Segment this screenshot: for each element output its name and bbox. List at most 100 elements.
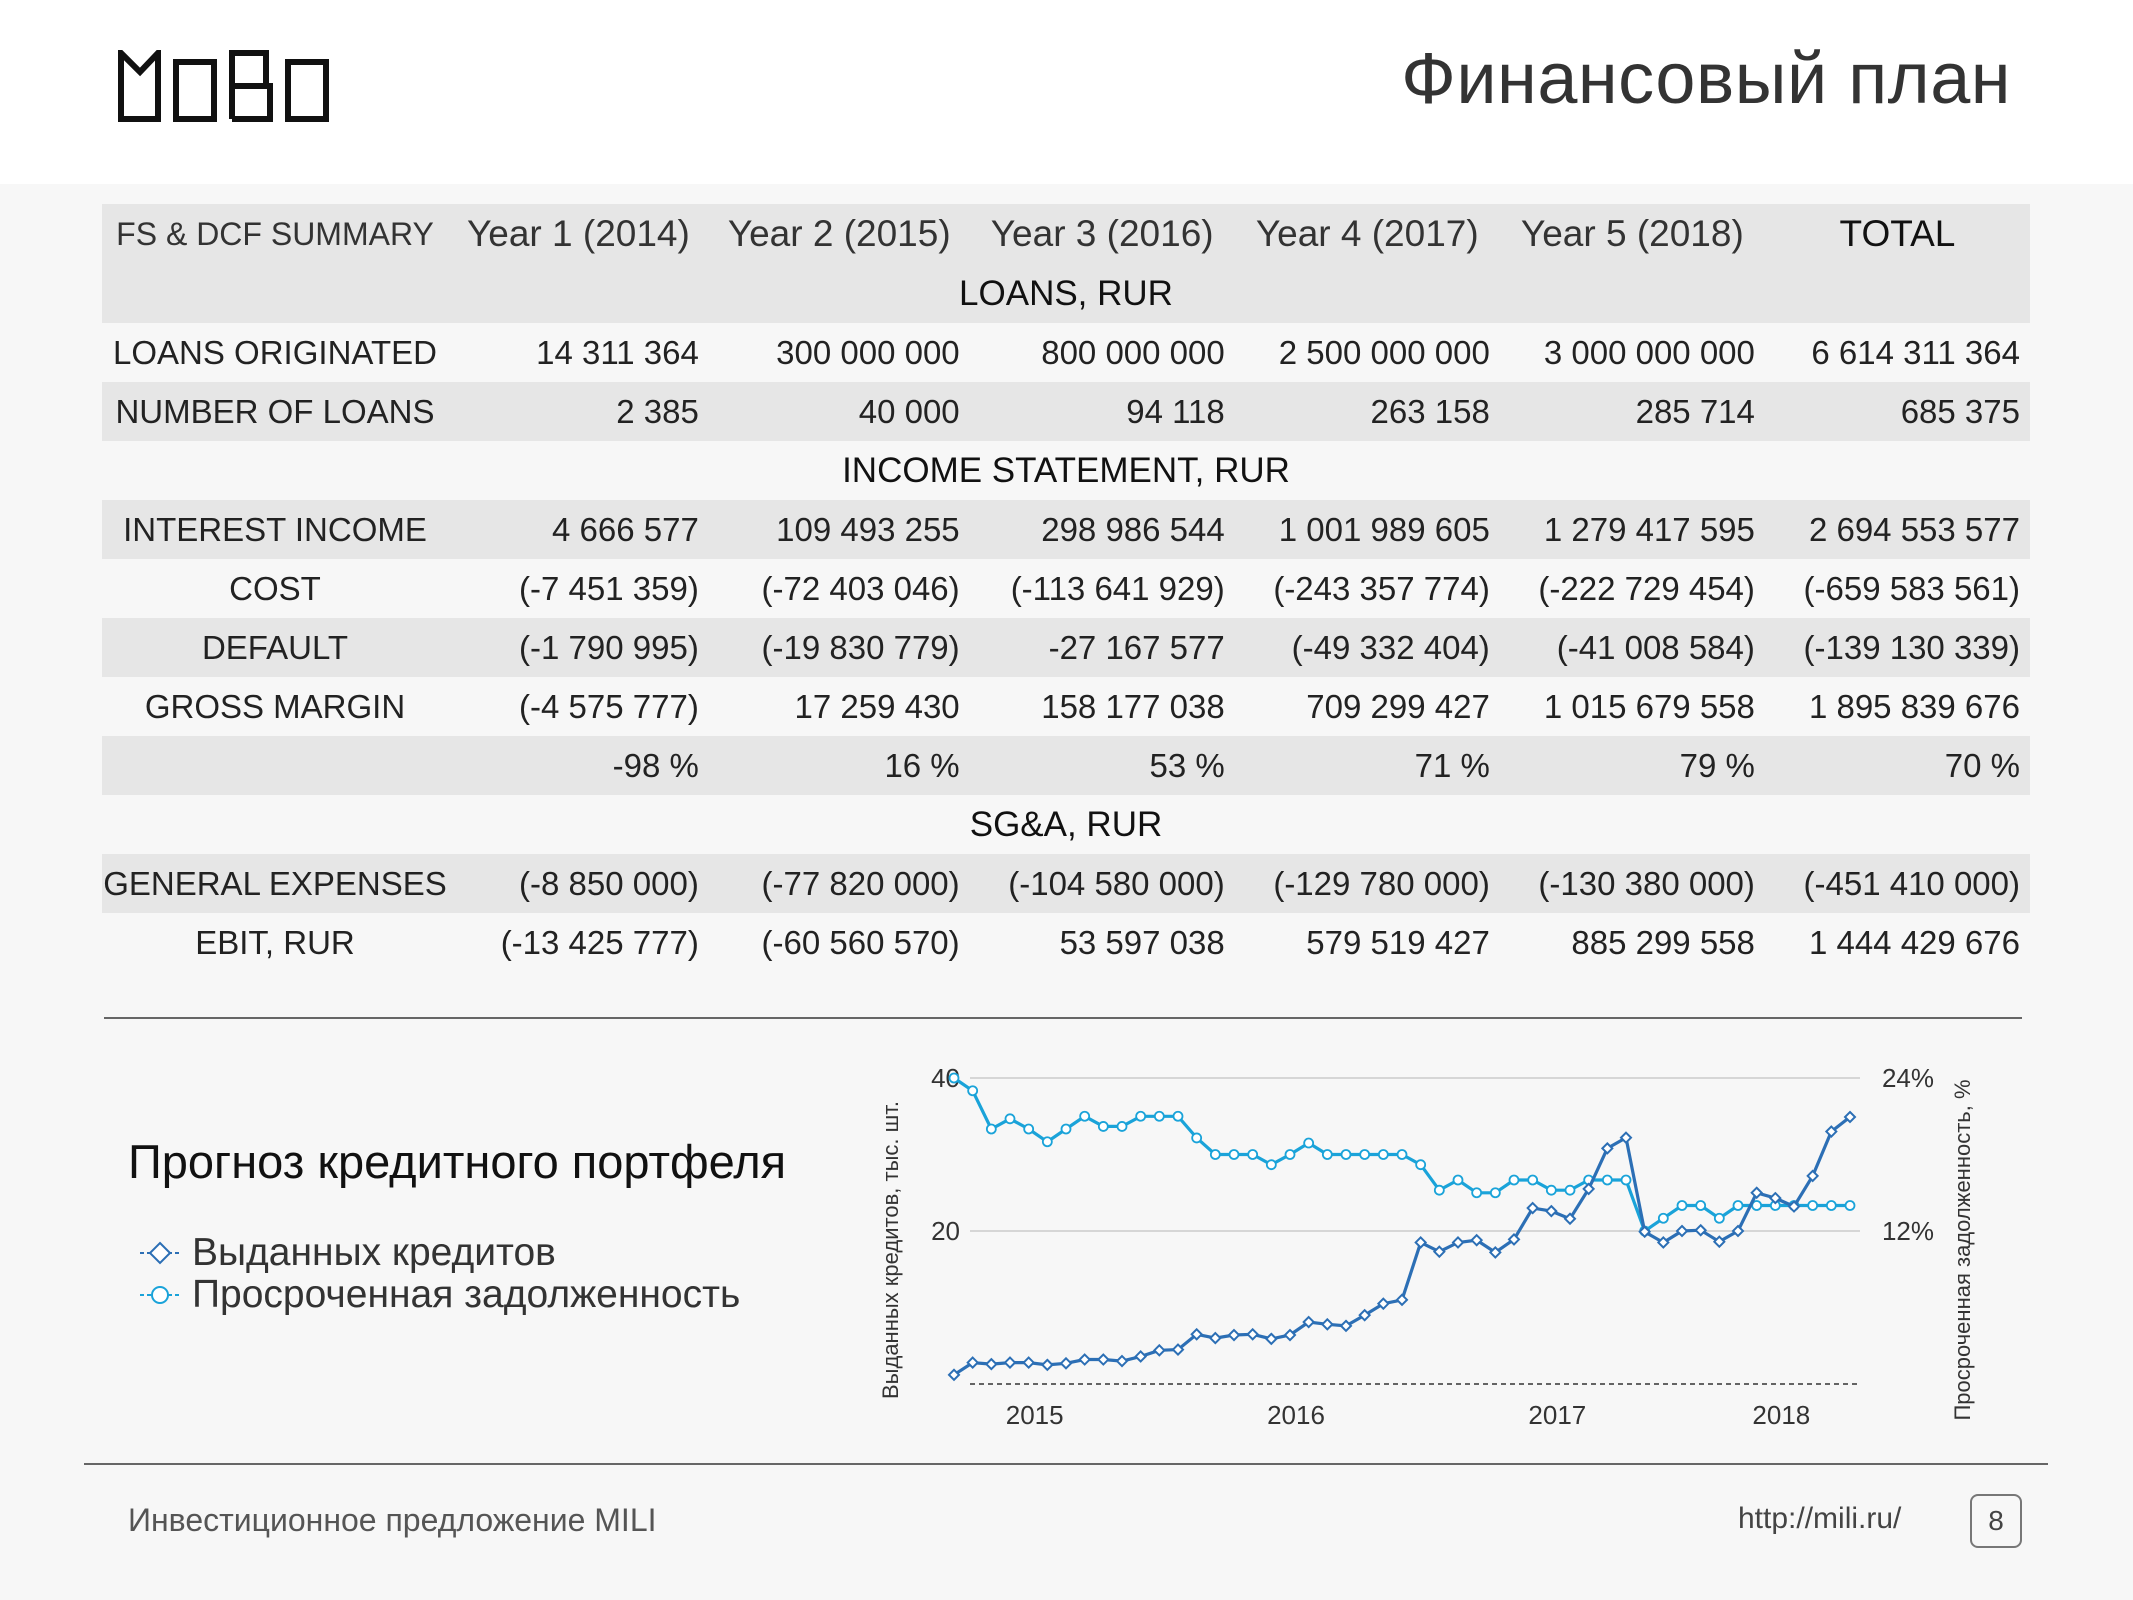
value-cell: -27 167 577 <box>969 618 1235 677</box>
overdue-point <box>1303 1137 1315 1149</box>
value-cell: (-77 820 000) <box>708 854 970 913</box>
issued-loans-point <box>1526 1201 1540 1215</box>
overdue-point <box>948 1072 960 1084</box>
value-cell: (-130 380 000) <box>1499 854 1765 913</box>
overdue-point <box>967 1085 979 1097</box>
table-header-row: FS & DCF SUMMARY Year 1 (2014) Year 2 (2… <box>102 204 2030 264</box>
overdue-point <box>1695 1200 1707 1211</box>
page-title: Финансовый план <box>1401 39 2011 119</box>
overdue-point <box>1340 1149 1352 1160</box>
value-cell: 1 001 989 605 <box>1234 500 1500 559</box>
legend-label: Выданных кредитов <box>192 1231 556 1274</box>
x-tick-label: 2018 <box>1752 1400 1810 1430</box>
circle-marker-icon <box>140 1286 180 1304</box>
issued-loans-point <box>1750 1186 1764 1200</box>
overdue-point <box>1209 1149 1221 1160</box>
value-cell: 709 299 427 <box>1234 677 1500 736</box>
issued-loans-point <box>1302 1315 1316 1329</box>
overdue-point <box>1825 1200 1837 1211</box>
x-tick-label: 2015 <box>1006 1400 1064 1430</box>
value-cell: (-1 790 995) <box>448 618 709 677</box>
overdue-point <box>1060 1123 1072 1135</box>
issued-loans-point <box>1096 1353 1110 1366</box>
value-cell: (-41 008 584) <box>1499 618 1765 677</box>
value-cell: 109 493 255 <box>708 500 970 559</box>
legend-item-overdue: Просроченная задолженность <box>140 1274 760 1316</box>
value-cell: 2 500 000 000 <box>1234 323 1500 382</box>
value-cell: 71 % <box>1234 736 1500 795</box>
portfolio-title: Прогноз кредитного портфеля <box>128 1135 787 1188</box>
table-row: INTEREST INCOME 4 666 577 109 493 255 298 9… <box>102 500 2030 559</box>
issued-loans-point <box>1171 1343 1185 1356</box>
issued-loans-point <box>1040 1358 1054 1372</box>
overdue-point <box>1377 1149 1389 1160</box>
value-cell: (-222 729 454) <box>1499 559 1765 618</box>
value-cell: 263 158 <box>1234 382 1500 441</box>
issued-loans-point <box>966 1356 980 1369</box>
total-cell: 1 444 429 676 <box>1764 913 2030 972</box>
overdue-point <box>1620 1174 1632 1186</box>
value-cell: 885 299 558 <box>1499 913 1765 972</box>
year-header: Year 5 (2018) <box>1499 204 1765 264</box>
value-cell: 94 118 <box>969 382 1235 441</box>
issued-loans-point <box>1563 1212 1577 1226</box>
issued-loans-point <box>1152 1343 1166 1357</box>
issued-loans-point <box>1488 1246 1502 1259</box>
value-cell: 79 % <box>1499 736 1765 795</box>
total-header: TOTAL <box>1764 204 2030 264</box>
overdue-point <box>1564 1184 1576 1196</box>
footer-divider <box>84 1463 2048 1465</box>
value-cell: (-4 575 777) <box>448 677 709 736</box>
overdue-point <box>1713 1212 1725 1224</box>
total-cell: (-139 130 339) <box>1764 618 2030 677</box>
y-left-axis-label: Выданных кредитов, тыс. шт. <box>878 1101 903 1399</box>
overdue-point <box>1321 1149 1333 1160</box>
footer-caption: Инвестиционное предложение MILI <box>128 1502 657 1538</box>
table-row: GROSS MARGIN (-4 575 777) 17 259 430 158 17… <box>102 677 2030 736</box>
value-cell: 40 000 <box>708 382 970 441</box>
row-label: INTEREST INCOME <box>102 500 448 559</box>
value-cell: 158 177 038 <box>969 677 1235 736</box>
overdue-point <box>1116 1121 1128 1132</box>
issued-loans-point <box>947 1368 961 1382</box>
value-cell: (-8 850 000) <box>448 854 709 913</box>
overdue-point <box>1191 1132 1203 1144</box>
overdue-point <box>1396 1149 1408 1160</box>
overdue-point <box>1415 1159 1427 1171</box>
mili-logo <box>118 50 329 122</box>
issued-loans-point <box>1824 1125 1838 1138</box>
overdue-point <box>1676 1200 1688 1211</box>
overdue-point <box>1265 1159 1277 1171</box>
total-cell: 6 614 311 364 <box>1764 323 2030 382</box>
value-cell: 800 000 000 <box>969 323 1235 382</box>
table-row: NUMBER OF LOANS 2 385 40 000 94 118 263 158 2… <box>102 382 2030 441</box>
total-cell: (-659 583 561) <box>1764 559 2030 618</box>
total-cell: 70 % <box>1764 736 2030 795</box>
footer-link[interactable]: http://mili.ru/ <box>1738 1502 1902 1535</box>
overdue-point <box>1247 1149 1259 1160</box>
value-cell: 300 000 000 <box>708 323 970 382</box>
value-cell: (-104 580 000) <box>969 854 1235 913</box>
issued-loans-point <box>1656 1236 1670 1249</box>
total-cell: (-451 410 000) <box>1764 854 2030 913</box>
table-row: DEFAULT (-1 790 995) (-19 830 779) -27 167 … <box>102 618 2030 677</box>
issued-loans-point <box>1787 1200 1801 1213</box>
issued-loans-point <box>1768 1191 1782 1205</box>
overdue-point <box>1844 1200 1856 1211</box>
section-title-loans: LOANS, RUR <box>102 264 2030 323</box>
total-cell: 1 895 839 676 <box>1764 677 2030 736</box>
issued-loans-point <box>1451 1236 1465 1249</box>
y-right-tick-label: 12% <box>1882 1216 1934 1246</box>
overdue-point <box>1004 1113 1016 1125</box>
chart-legend: Выданных кредитов Просроченная задолженн… <box>140 1232 760 1316</box>
year-header: Year 3 (2016) <box>969 204 1235 264</box>
value-cell: 579 519 427 <box>1234 913 1500 972</box>
overdue-point <box>1471 1187 1483 1199</box>
issued-loans-point <box>1712 1235 1726 1249</box>
value-cell: (-243 357 774) <box>1234 559 1500 618</box>
overdue-point <box>985 1123 997 1135</box>
overdue-point <box>1433 1184 1445 1196</box>
value-cell: (-60 560 570) <box>708 913 970 972</box>
issued-loans-point <box>1806 1169 1820 1183</box>
table-row: -98 % 16 % 53 % 71 % 79 % 70 % <box>102 736 2030 795</box>
